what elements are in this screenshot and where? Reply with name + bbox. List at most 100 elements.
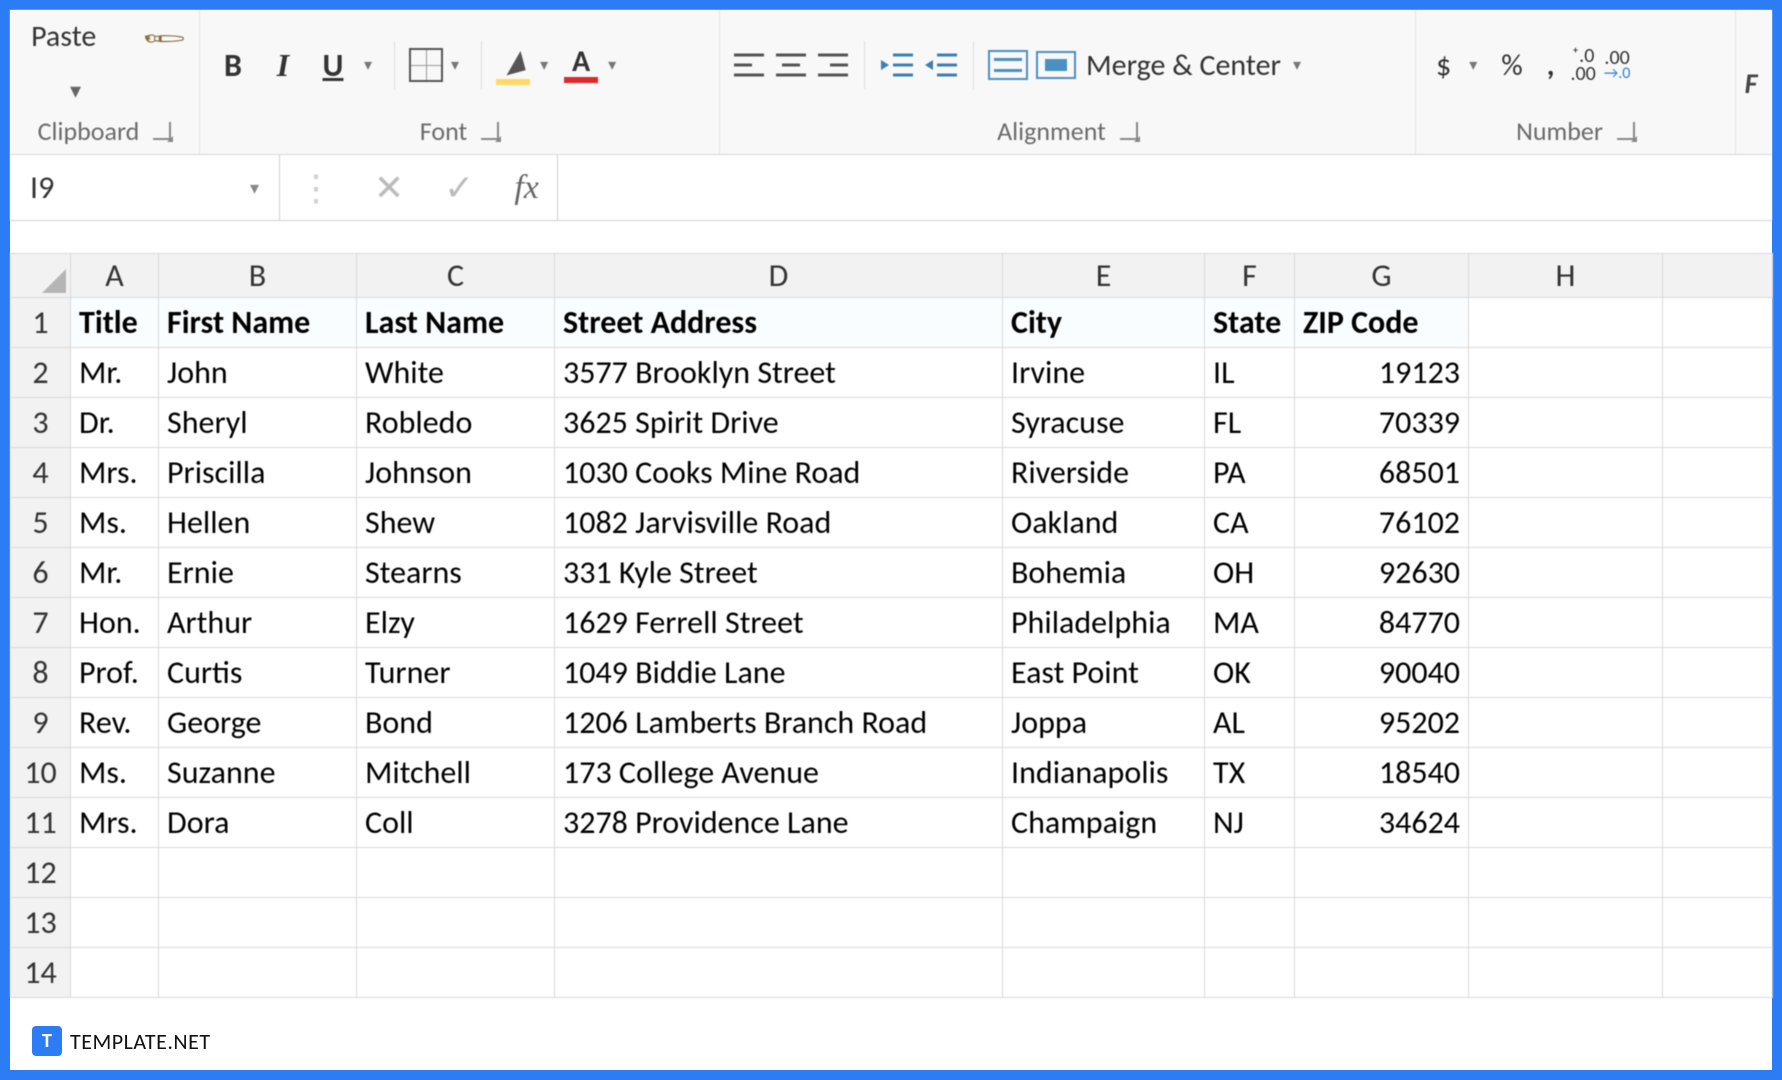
cell[interactable]: 1206 Lamberts Branch Road [555,698,1003,748]
dialog-launcher-icon[interactable] [1617,122,1635,140]
cell[interactable] [1469,448,1663,498]
cell[interactable] [159,848,357,898]
row-header[interactable]: 8 [11,648,71,698]
cell[interactable]: Bond [357,698,555,748]
cell[interactable] [1295,848,1469,898]
fx-icon[interactable]: fx [514,169,539,207]
increase-indent-button[interactable] [923,50,959,80]
dialog-launcher-icon[interactable] [1120,122,1138,140]
cell[interactable]: 173 College Avenue [555,748,1003,798]
cell[interactable]: 1030 Cooks Mine Road [555,448,1003,498]
cell[interactable]: 3278 Providence Lane [555,798,1003,848]
row-header[interactable]: 1 [11,298,71,348]
cancel-icon[interactable]: ✕ [374,166,404,210]
cell[interactable] [1663,548,1773,598]
cell[interactable]: PA [1205,448,1295,498]
cell[interactable]: 34624 [1295,798,1469,848]
cell[interactable]: Mrs. [71,448,159,498]
fill-color-button[interactable]: ◢ [496,45,530,85]
cell[interactable]: Dora [159,798,357,848]
cell[interactable]: White [357,348,555,398]
cell[interactable]: ZIP Code [1295,298,1469,348]
cell[interactable] [1469,948,1663,998]
cell[interactable]: AL [1205,698,1295,748]
name-box[interactable]: I9 ▾ [10,155,280,220]
cell[interactable] [1663,348,1773,398]
cell[interactable]: OH [1205,548,1295,598]
chevron-down-icon[interactable]: ▾ [449,55,467,75]
cell[interactable]: Elzy [357,598,555,648]
merge-center-button[interactable]: Merge & Center ▾ [1036,47,1309,84]
row-header[interactable]: 11 [11,798,71,848]
col-header[interactable]: F [1205,254,1295,298]
chevron-down-icon[interactable]: ▾ [1467,55,1485,75]
cell[interactable] [1469,598,1663,648]
cell[interactable]: 84770 [1295,598,1469,648]
paste-dropdown-icon[interactable]: ▾ [22,77,81,104]
row-header[interactable]: 5 [11,498,71,548]
cell[interactable]: Suzanne [159,748,357,798]
col-header[interactable]: C [357,254,555,298]
cell[interactable]: Ernie [159,548,357,598]
cell[interactable]: FL [1205,398,1295,448]
cell[interactable] [1663,298,1773,348]
cell[interactable]: First Name [159,298,357,348]
cell[interactable]: Arthur [159,598,357,648]
cell[interactable]: 1082 Jarvisville Road [555,498,1003,548]
cell[interactable] [1663,698,1773,748]
cell[interactable] [1663,398,1773,448]
cell[interactable]: 90040 [1295,648,1469,698]
cell[interactable]: Shew [357,498,555,548]
row-header[interactable]: 9 [11,698,71,748]
select-all-button[interactable] [11,254,71,298]
cell[interactable]: Mr. [71,548,159,598]
cell[interactable] [1205,898,1295,948]
col-header[interactable]: A [71,254,159,298]
italic-button[interactable]: I [262,47,304,84]
cell[interactable] [357,898,555,948]
cell[interactable]: Mr. [71,348,159,398]
align-center-button[interactable] [774,50,808,80]
dialog-launcher-icon[interactable] [153,122,171,140]
cell[interactable]: State [1205,298,1295,348]
col-header[interactable]: G [1295,254,1469,298]
row-header[interactable]: 10 [11,748,71,798]
more-icon[interactable]: ⋮ [298,166,334,210]
cell[interactable]: Stearns [357,548,555,598]
cell[interactable] [1663,448,1773,498]
cell[interactable]: 70339 [1295,398,1469,448]
cell[interactable]: John [159,348,357,398]
cell[interactable]: Robledo [357,398,555,448]
align-right-button[interactable] [816,50,850,80]
format-painter-icon[interactable]: 🖌 [139,13,189,63]
cell[interactable] [1663,798,1773,848]
underline-button[interactable]: U [312,46,354,85]
cell[interactable]: Johnson [357,448,555,498]
col-header[interactable]: H [1469,254,1663,298]
cell[interactable] [1003,898,1205,948]
cell[interactable]: 76102 [1295,498,1469,548]
row-header[interactable]: 12 [11,848,71,898]
cell[interactable] [1663,748,1773,798]
cell[interactable]: 92630 [1295,548,1469,598]
cell[interactable]: Champaign [1003,798,1205,848]
enter-icon[interactable]: ✓ [444,166,474,210]
row-header[interactable]: 3 [11,398,71,448]
paste-button[interactable]: Paste [31,18,96,55]
cell[interactable]: IL [1205,348,1295,398]
cell[interactable] [1469,348,1663,398]
cell[interactable]: OK [1205,648,1295,698]
cell[interactable]: Turner [357,648,555,698]
font-color-button[interactable]: A [564,48,598,83]
row-header[interactable]: 13 [11,898,71,948]
cell[interactable]: 331 Kyle Street [555,548,1003,598]
cell[interactable]: Syracuse [1003,398,1205,448]
cell[interactable]: Priscilla [159,448,357,498]
cell[interactable]: Mitchell [357,748,555,798]
col-header[interactable]: E [1003,254,1205,298]
row-header[interactable]: 4 [11,448,71,498]
cell[interactable] [1205,948,1295,998]
cell[interactable] [71,898,159,948]
formula-input[interactable] [558,155,1772,220]
cell[interactable]: Ms. [71,498,159,548]
